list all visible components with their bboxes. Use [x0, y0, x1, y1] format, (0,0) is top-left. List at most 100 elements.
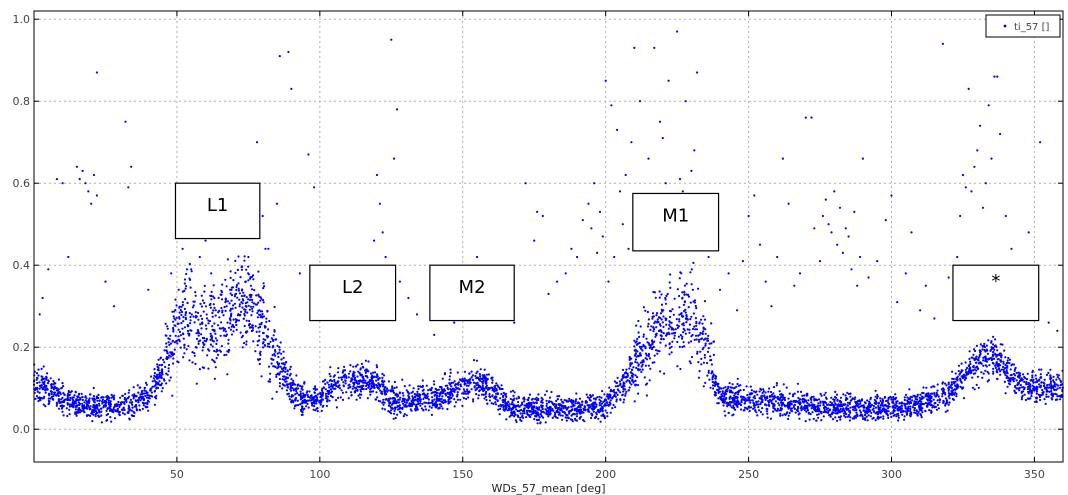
data-point [689, 362, 692, 365]
data-point [438, 395, 441, 398]
data-point [1050, 377, 1053, 380]
data-point [711, 378, 714, 381]
data-point [822, 415, 825, 418]
data-point [122, 407, 125, 410]
data-point [1053, 388, 1056, 391]
data-point [692, 327, 695, 331]
data-point [86, 404, 89, 407]
data-point [670, 345, 673, 348]
data-point [670, 321, 673, 324]
data-point [348, 383, 351, 386]
data-point [179, 346, 182, 349]
data-point [1012, 372, 1016, 376]
data-point [1039, 373, 1042, 376]
data-point [997, 368, 1001, 371]
data-point [563, 399, 566, 402]
data-point [85, 402, 88, 405]
data-point [147, 400, 150, 403]
data-point [182, 356, 185, 359]
data-point [62, 400, 65, 404]
data-point [954, 380, 957, 383]
data-point [996, 377, 999, 381]
data-point [197, 318, 200, 321]
data-point [704, 337, 707, 340]
data-point [758, 409, 761, 412]
data-point [467, 390, 471, 393]
data-point [1043, 378, 1046, 381]
data-point [859, 400, 862, 403]
data-point [431, 399, 434, 402]
data-point [300, 385, 303, 389]
data-point [721, 390, 724, 393]
data-point [212, 340, 215, 343]
data-point [894, 393, 897, 396]
data-point [701, 332, 704, 335]
data-point [54, 382, 57, 385]
data-point [646, 325, 650, 328]
data-point [520, 403, 524, 406]
data-point [592, 407, 595, 410]
data-point [521, 415, 524, 418]
data-point [1034, 387, 1037, 390]
data-point [295, 374, 298, 377]
data-point [124, 399, 128, 402]
data-point [833, 406, 836, 409]
data-point [594, 398, 597, 401]
data-point [824, 391, 827, 394]
data-point [315, 402, 318, 405]
data-point [892, 414, 895, 417]
data-point [678, 277, 681, 280]
data-point [865, 408, 868, 411]
data-point [830, 396, 833, 399]
data-point [659, 341, 662, 344]
data-point [987, 339, 990, 342]
data-point [239, 276, 242, 279]
data-point [355, 398, 358, 401]
data-point [133, 405, 136, 408]
data-point [79, 411, 82, 414]
data-point [360, 362, 363, 365]
data-point [747, 396, 750, 399]
data-point [754, 409, 757, 412]
data-point [896, 400, 899, 403]
data-point [609, 396, 612, 399]
data-point [1011, 363, 1014, 366]
data-point [58, 407, 61, 410]
data-point [84, 395, 87, 398]
data-point [692, 261, 695, 264]
data-point [537, 397, 540, 401]
data-point [302, 396, 305, 399]
data-point [87, 400, 90, 403]
data-point [142, 401, 145, 405]
data-point [449, 390, 453, 393]
data-point [634, 374, 637, 377]
data-point [728, 391, 732, 394]
data-point [1028, 390, 1031, 393]
data-point [144, 402, 147, 405]
data-point [509, 397, 512, 401]
data-point [258, 362, 261, 366]
data-point [75, 410, 78, 414]
data-point [804, 399, 807, 402]
data-point [148, 394, 151, 397]
data-point [241, 298, 244, 301]
data-point [1004, 392, 1007, 395]
data-point [155, 376, 158, 379]
data-point [244, 308, 247, 311]
data-point [189, 286, 192, 289]
data-point [637, 363, 640, 366]
data-point [591, 413, 594, 416]
data-point [468, 372, 471, 375]
data-point [997, 364, 1000, 368]
data-point [644, 357, 647, 360]
data-point [521, 412, 524, 415]
data-point [68, 403, 71, 406]
data-point [188, 278, 192, 281]
data-point [757, 406, 760, 409]
data-point [402, 394, 405, 397]
data-point [221, 283, 224, 286]
data-point [327, 386, 331, 389]
data-point [756, 414, 759, 417]
data-point [391, 402, 394, 405]
data-point [358, 372, 361, 375]
